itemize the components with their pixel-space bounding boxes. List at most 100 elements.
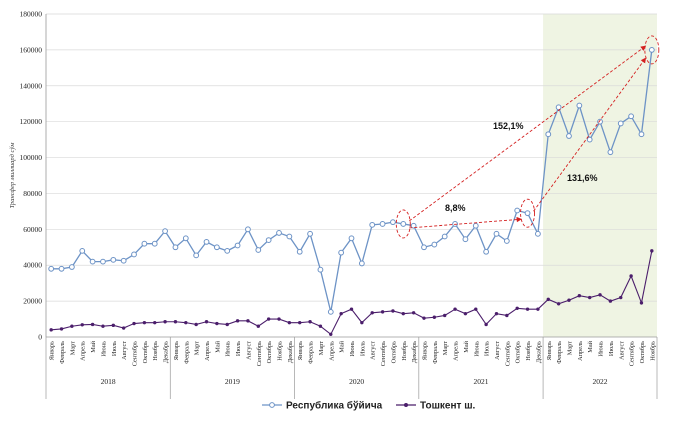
data-point <box>121 326 126 330</box>
data-point <box>586 136 593 143</box>
year-label: 2020 <box>349 377 364 386</box>
data-point <box>462 236 469 243</box>
data-point <box>379 221 386 227</box>
data-point <box>327 308 334 315</box>
data-point <box>577 294 582 298</box>
data-point <box>453 307 457 311</box>
month-tick-label: Июль <box>235 341 242 356</box>
month-tick-label: Июнь <box>225 341 232 357</box>
data-point <box>401 311 405 316</box>
data-point <box>225 322 229 327</box>
data-point <box>70 324 74 328</box>
month-tick-label: Май <box>214 340 221 352</box>
data-point <box>483 248 490 255</box>
month-tick-label: Ноябрь <box>401 341 408 361</box>
month-tick-label: Август <box>121 341 128 360</box>
data-point <box>100 258 106 265</box>
annotation-label: 8,8% <box>445 203 466 213</box>
annotation-arrow <box>409 216 522 229</box>
data-point <box>411 311 416 315</box>
month-tick-label: Октябрь <box>515 341 522 363</box>
data-point <box>132 321 136 326</box>
data-point <box>215 321 219 326</box>
month-tick-label: Апрель <box>80 341 87 361</box>
data-point <box>494 311 499 316</box>
month-tick-label: Октябрь <box>266 341 273 363</box>
data-point <box>525 307 530 311</box>
y-tick-label: 120000 <box>20 117 43 126</box>
data-point <box>587 295 592 300</box>
legend-marker-0 <box>269 402 275 408</box>
month-tick-label: Март <box>318 341 325 355</box>
data-point <box>639 301 644 305</box>
month-tick-label: Май <box>463 340 470 352</box>
data-point <box>380 310 385 314</box>
month-tick-label: Октябрь <box>142 341 149 363</box>
data-point <box>545 131 552 138</box>
data-point <box>338 249 345 256</box>
month-tick-label: Сентябрь <box>132 341 139 366</box>
data-point <box>224 247 231 254</box>
data-point <box>432 315 437 319</box>
data-point <box>287 320 292 325</box>
data-point <box>173 320 178 324</box>
data-point <box>619 295 623 300</box>
data-point <box>234 242 241 249</box>
data-point <box>308 320 312 324</box>
data-point <box>463 311 468 316</box>
data-point <box>213 244 220 251</box>
legend-label-1: Тошкент ш. <box>420 401 476 412</box>
data-point <box>349 307 354 311</box>
data-point <box>184 320 188 325</box>
month-tick-label: Январь <box>546 341 553 360</box>
data-point <box>567 298 571 302</box>
y-tick-label: 160000 <box>20 45 43 54</box>
month-tick-label: Июль <box>111 341 118 356</box>
month-tick-label: Июнь <box>473 341 480 357</box>
data-point <box>203 238 210 245</box>
data-point <box>120 257 127 264</box>
annotation-label: 131,6% <box>567 173 598 183</box>
month-tick-label: Октябрь <box>390 341 397 363</box>
month-tick-label: Февраль <box>183 341 190 364</box>
data-point <box>48 265 55 272</box>
data-point <box>608 299 613 303</box>
month-tick-label: Февраль <box>432 341 439 364</box>
year-label: 2018 <box>101 377 116 386</box>
data-point <box>235 319 240 323</box>
data-point <box>204 320 209 324</box>
month-tick-label: Сентябрь <box>256 341 263 366</box>
month-tick-label: Сентябрь <box>380 341 387 366</box>
data-point <box>360 320 364 325</box>
data-point <box>255 247 262 253</box>
data-point <box>79 247 86 254</box>
month-tick-label: Август <box>618 341 625 360</box>
data-point <box>391 309 395 313</box>
month-tick-label: Январь <box>297 341 304 360</box>
data-point <box>410 222 417 229</box>
data-point <box>617 120 624 127</box>
month-tick-label: Май <box>339 340 346 352</box>
data-point <box>101 324 105 328</box>
data-point <box>370 311 374 315</box>
data-point <box>650 249 654 253</box>
data-point <box>597 118 603 125</box>
data-point <box>286 233 293 240</box>
month-tick-label: Июль <box>484 341 491 356</box>
data-point <box>90 322 95 327</box>
y-tick-label: 40000 <box>23 261 42 270</box>
month-tick-label: Март <box>194 341 201 355</box>
month-tick-label: Июль <box>608 341 615 356</box>
data-point <box>638 131 645 138</box>
month-tick-label: Декабрь <box>287 341 294 363</box>
data-point <box>431 241 438 248</box>
data-point <box>484 322 488 327</box>
year-label: 2019 <box>225 377 240 386</box>
data-point <box>348 235 355 242</box>
month-tick-label: Январь <box>173 341 180 360</box>
data-point <box>358 260 365 267</box>
data-point <box>296 248 303 255</box>
month-tick-label: Январь <box>49 341 56 360</box>
year-label: 2021 <box>473 377 488 386</box>
data-point <box>566 133 572 139</box>
